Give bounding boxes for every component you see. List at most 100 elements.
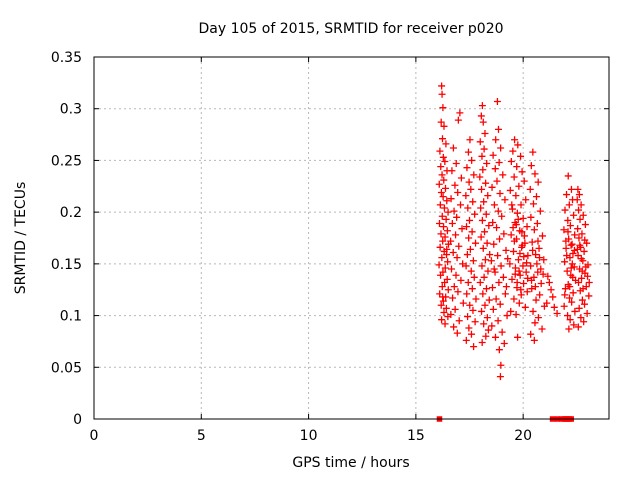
plus-marker — [576, 241, 584, 249]
plus-marker — [532, 296, 540, 304]
plus-marker — [480, 198, 488, 206]
plus-marker — [456, 109, 464, 117]
plus-marker — [508, 201, 516, 209]
plus-marker — [517, 152, 525, 160]
plus-marker — [528, 238, 536, 246]
plus-marker — [443, 245, 451, 253]
plus-marker — [465, 178, 473, 186]
y-tick-label: 0.35 — [51, 50, 82, 66]
plus-marker — [492, 136, 500, 144]
plus-marker — [510, 295, 518, 303]
plus-marker — [488, 284, 496, 292]
plus-marker — [576, 215, 584, 223]
plus-marker — [580, 247, 588, 255]
plus-marker — [479, 244, 487, 252]
plus-marker — [468, 156, 476, 164]
plus-marker — [528, 285, 536, 293]
plus-marker — [581, 300, 589, 308]
plus-marker — [513, 278, 521, 286]
plus-marker — [477, 204, 485, 212]
plus-marker — [535, 244, 543, 252]
plus-marker — [484, 267, 492, 275]
plus-marker — [463, 290, 471, 298]
plus-marker — [565, 325, 573, 333]
plus-marker — [479, 290, 487, 298]
plus-marker — [512, 311, 520, 319]
plus-marker — [581, 236, 589, 244]
plus-marker — [567, 241, 575, 249]
plus-marker — [481, 130, 489, 138]
plus-marker — [508, 275, 516, 283]
plus-marker — [567, 264, 575, 272]
plus-marker — [506, 186, 514, 194]
plus-marker — [484, 192, 492, 200]
plus-marker — [453, 213, 461, 221]
plus-marker — [520, 232, 528, 240]
data-points — [435, 82, 593, 422]
plus-marker — [504, 255, 512, 263]
plus-marker — [492, 295, 500, 303]
y-tick-label: 0.1 — [60, 309, 82, 325]
plus-marker — [501, 290, 509, 298]
plus-marker — [472, 239, 480, 247]
plus-marker — [501, 196, 509, 204]
plus-marker — [511, 270, 519, 278]
plus-marker — [437, 188, 445, 196]
plus-marker — [439, 193, 447, 201]
plus-marker — [464, 204, 472, 212]
plus-marker — [527, 330, 535, 338]
plus-marker — [482, 285, 490, 293]
plus-marker — [440, 223, 448, 231]
plus-marker — [564, 312, 572, 320]
plus-marker — [447, 311, 455, 319]
plus-marker — [571, 307, 579, 315]
plus-marker — [529, 246, 537, 254]
plus-marker — [449, 248, 457, 256]
plus-marker — [533, 260, 541, 268]
plus-marker — [462, 192, 470, 200]
plus-marker — [478, 102, 486, 110]
plus-marker — [482, 332, 490, 340]
plus-marker — [536, 291, 544, 299]
plus-marker — [511, 136, 519, 144]
plus-marker — [584, 272, 592, 280]
plus-marker — [565, 201, 573, 209]
plus-marker — [480, 320, 488, 328]
plus-marker — [515, 267, 523, 275]
plus-marker — [526, 185, 534, 193]
plus-marker — [481, 228, 489, 236]
plus-marker — [449, 294, 457, 302]
plus-marker — [573, 245, 581, 253]
plus-marker — [499, 171, 507, 179]
plus-marker — [585, 292, 593, 300]
plus-marker — [562, 244, 570, 252]
plus-marker — [444, 208, 452, 216]
plus-marker — [439, 237, 447, 245]
plus-marker — [498, 212, 506, 220]
plus-marker — [578, 274, 586, 282]
plus-marker — [438, 82, 446, 90]
plus-marker — [455, 242, 463, 250]
plus-marker — [545, 278, 553, 286]
plus-marker — [482, 179, 490, 187]
plus-marker — [534, 268, 542, 276]
plus-marker — [442, 215, 450, 223]
plus-marker — [441, 264, 449, 272]
plus-marker — [506, 260, 514, 268]
plus-marker — [438, 135, 446, 143]
plus-marker — [566, 222, 574, 230]
plus-marker — [536, 207, 544, 215]
plus-marker — [569, 250, 577, 258]
plus-marker — [509, 224, 517, 232]
plus-marker — [580, 318, 588, 326]
plus-marker — [441, 278, 449, 286]
plus-marker — [476, 173, 484, 181]
plus-marker — [569, 289, 577, 297]
plus-marker — [455, 317, 463, 325]
plus-marker — [465, 324, 473, 332]
plus-marker — [437, 163, 445, 171]
plus-marker — [553, 310, 561, 318]
plus-marker — [488, 322, 496, 330]
plus-marker — [574, 185, 582, 193]
